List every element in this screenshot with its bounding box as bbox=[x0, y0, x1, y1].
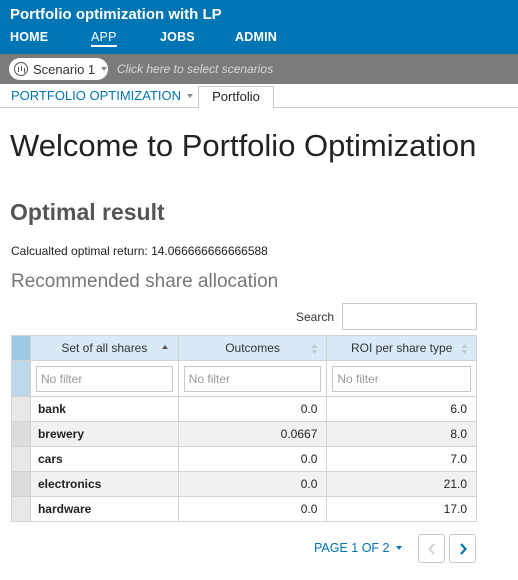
page-label: PAGE 1 OF 2 bbox=[314, 541, 390, 555]
row-selector[interactable] bbox=[11, 396, 31, 422]
tab-dropdown-label: PORTFOLIO OPTIMIZATION bbox=[11, 88, 181, 103]
table-row[interactable]: electronics 0.0 21.0 bbox=[11, 471, 477, 497]
chevron-down-icon bbox=[395, 546, 402, 550]
nav-jobs[interactable]: JOBS bbox=[160, 30, 195, 44]
outcome-cell: 0.0 bbox=[177, 396, 328, 422]
nav-admin[interactable]: ADMIN bbox=[235, 30, 277, 44]
roi-cell: 21.0 bbox=[326, 471, 477, 497]
col-header-shares[interactable]: Set of all shares bbox=[29, 335, 179, 361]
row-selector[interactable] bbox=[11, 421, 31, 447]
col-header-label: ROI per share type bbox=[350, 341, 453, 355]
row-selector[interactable] bbox=[11, 446, 31, 472]
allocation-table: Set of all shares Outcomes ROI per share… bbox=[11, 335, 477, 522]
chevron-down-icon bbox=[101, 67, 108, 71]
app-header: Portfolio optimization with LP HOME APP … bbox=[0, 0, 518, 54]
nav-home[interactable]: HOME bbox=[10, 30, 49, 44]
table-row[interactable]: hardware 0.0 17.0 bbox=[11, 496, 477, 522]
chevron-left-icon bbox=[427, 542, 435, 555]
search-input[interactable] bbox=[342, 303, 477, 330]
table-title: Recommended share allocation bbox=[11, 271, 279, 292]
filter-outcomes-input[interactable] bbox=[183, 365, 322, 392]
page-selector[interactable]: PAGE 1 OF 2 bbox=[314, 541, 402, 555]
select-all-header[interactable] bbox=[11, 335, 31, 361]
section-title: Optimal result bbox=[10, 199, 165, 225]
page-title: Welcome to Portfolio Optimization bbox=[10, 128, 477, 163]
filter-roi-input[interactable] bbox=[332, 365, 471, 392]
filter-cell bbox=[326, 360, 477, 397]
chevron-right-icon bbox=[459, 542, 467, 555]
chevron-down-icon bbox=[186, 93, 193, 98]
prev-page-button[interactable] bbox=[418, 534, 445, 563]
table-row[interactable]: brewery 0.0667 8.0 bbox=[11, 421, 477, 447]
outcome-cell: 0.0667 bbox=[177, 421, 328, 447]
scenario-bar: Scenario 1 Click here to select scenario… bbox=[0, 54, 518, 84]
optimal-return-text: Calcualted optimal return: 14.0666666666… bbox=[11, 244, 268, 258]
outcome-cell: 0.0 bbox=[177, 446, 328, 472]
roi-cell: 8.0 bbox=[326, 421, 477, 447]
filter-cell bbox=[177, 360, 328, 397]
app-title: Portfolio optimization with LP bbox=[10, 6, 222, 23]
share-cell: brewery bbox=[29, 421, 179, 447]
tab-portfolio[interactable]: Portfolio bbox=[198, 86, 274, 109]
roi-cell: 7.0 bbox=[326, 446, 477, 472]
sort-icon bbox=[311, 344, 318, 354]
search-label: Search bbox=[296, 310, 335, 324]
filter-select-cell bbox=[11, 360, 31, 397]
tab-row: PORTFOLIO OPTIMIZATION Portfolio bbox=[0, 84, 518, 109]
sort-asc-icon bbox=[161, 345, 168, 349]
col-header-roi[interactable]: ROI per share type bbox=[326, 335, 477, 361]
scenario-label: Scenario 1 bbox=[33, 61, 96, 77]
filter-shares-input[interactable] bbox=[35, 365, 173, 392]
share-cell: bank bbox=[29, 396, 179, 422]
row-selector[interactable] bbox=[11, 471, 31, 497]
roi-cell: 17.0 bbox=[326, 496, 477, 522]
outcome-cell: 0.0 bbox=[177, 496, 328, 522]
filter-cell bbox=[29, 360, 179, 397]
col-header-outcomes[interactable]: Outcomes bbox=[177, 335, 328, 361]
share-cell: cars bbox=[29, 446, 179, 472]
share-cell: hardware bbox=[29, 496, 179, 522]
tab-dropdown[interactable]: PORTFOLIO OPTIMIZATION bbox=[11, 88, 193, 103]
scenario-selector[interactable]: Scenario 1 bbox=[9, 58, 108, 80]
share-cell: electronics bbox=[29, 471, 179, 497]
table-row[interactable]: cars 0.0 7.0 bbox=[11, 446, 477, 472]
next-page-button[interactable] bbox=[449, 534, 476, 563]
sort-icon bbox=[461, 344, 468, 354]
col-header-label: Set of all shares bbox=[61, 341, 148, 355]
table-row[interactable]: bank 0.0 6.0 bbox=[11, 396, 477, 422]
col-header-label: Outcomes bbox=[225, 341, 280, 355]
scenario-icon bbox=[14, 62, 28, 76]
nav-app[interactable]: APP bbox=[91, 30, 117, 47]
roi-cell: 6.0 bbox=[326, 396, 477, 422]
row-selector[interactable] bbox=[11, 496, 31, 522]
scenario-hint[interactable]: Click here to select scenarios bbox=[117, 62, 274, 76]
outcome-cell: 0.0 bbox=[177, 471, 328, 497]
